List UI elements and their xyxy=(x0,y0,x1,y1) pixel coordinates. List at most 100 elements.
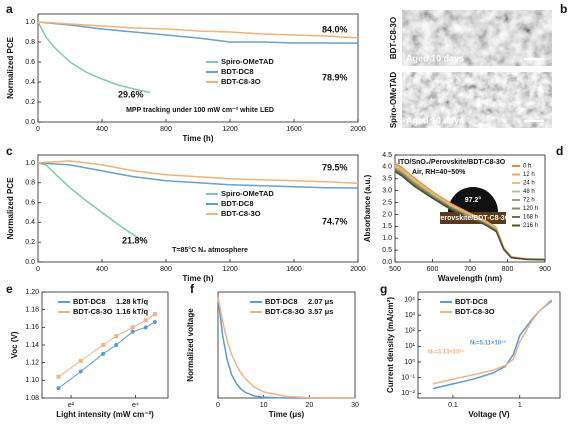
y-tick-label: 1.20 xyxy=(25,289,39,296)
sem-caption: Aged 10 days xyxy=(406,53,464,63)
x-axis-label: Light intensity (mW cm⁻²) xyxy=(56,410,154,419)
sem-sample: BDT-C8-3O xyxy=(389,17,398,59)
x-tick-label: 1600 xyxy=(286,126,302,133)
fit-line xyxy=(58,321,156,389)
x-tick-label: e⁴ xyxy=(132,402,139,409)
y-tick-label: 4.0 xyxy=(382,164,392,171)
y-tick-label: 3.0 xyxy=(382,188,392,195)
y-tick-label: 4.5 xyxy=(382,152,392,159)
y-tick-label: 10⁴ xyxy=(404,296,415,303)
series-line xyxy=(37,21,151,94)
legend-label: BDT-DC8 xyxy=(265,297,298,306)
y-tick-label: 0.0 xyxy=(382,259,392,266)
y-tick-label: 0.8 xyxy=(25,180,35,187)
y-tick-label: 1.0 xyxy=(25,160,35,167)
y-tick-label: 0.5 xyxy=(382,247,392,254)
annotation: Nₜ=5.11×10¹⁴ xyxy=(470,340,506,347)
series-line xyxy=(394,170,546,261)
legend-label: BDT-C8-3O xyxy=(455,307,495,316)
y-tick-label: 0.0 xyxy=(25,119,35,126)
y-tick-label: 0.4 xyxy=(25,219,35,226)
y-tick-label: 1.5 xyxy=(382,223,392,230)
series-line xyxy=(37,21,359,44)
legend-label: BDT-C8-3O xyxy=(221,77,261,86)
y-tick-label: 0.4 xyxy=(25,79,35,86)
point xyxy=(114,343,119,347)
legend-label: BDT-C8-3O xyxy=(73,307,113,316)
x-tick-label: 20 xyxy=(305,402,313,409)
x-tick-label: 700 xyxy=(464,266,476,273)
y-axis-label: Absorbance (a.u.) xyxy=(363,174,372,242)
annotation: 79.5% xyxy=(322,162,348,172)
x-tick-label: 500 xyxy=(389,266,401,273)
legend-label: BDT-DC8 xyxy=(221,67,254,76)
series-line xyxy=(37,160,359,184)
legend-label: 0 h xyxy=(523,164,531,170)
y-tick-label: 0.2 xyxy=(25,239,35,246)
y-axis-label: Normalized voltage xyxy=(186,308,195,382)
point xyxy=(143,318,148,323)
point xyxy=(56,386,61,391)
panel-label: g xyxy=(380,282,387,296)
sem-image xyxy=(402,10,552,66)
x-axis-label: Wavelength (nm) xyxy=(438,274,502,283)
y-axis-label: Current density (mA/cm²) xyxy=(386,297,395,393)
series-line xyxy=(37,21,359,39)
panel-label: f xyxy=(190,282,195,296)
x-axis-label: Time (h) xyxy=(183,134,214,143)
series-line xyxy=(37,162,359,189)
y-tick-label: 0.8 xyxy=(25,39,35,46)
series-line xyxy=(37,162,143,242)
y-tick-label: 1.0 xyxy=(25,19,35,26)
annotation: Perovskite/BDT-C8-3O xyxy=(436,215,511,222)
x-tick-label: 1 xyxy=(518,402,522,409)
y-tick-label: 1.0 xyxy=(382,235,392,242)
y-tick-label: 0.6 xyxy=(25,59,35,66)
point xyxy=(143,325,148,330)
legend-label: 120 h xyxy=(523,206,538,212)
point xyxy=(152,312,157,317)
x-tick-label: 1600 xyxy=(286,266,302,273)
point xyxy=(101,343,106,347)
y-tick-label: 1.16 xyxy=(25,324,39,331)
x-tick-label: 30 xyxy=(351,402,359,409)
y-tick-label: 10⁻² xyxy=(401,390,415,397)
y-tick-label: 3.5 xyxy=(382,176,392,183)
x-tick-label: 0 xyxy=(216,402,220,409)
plot-frame xyxy=(417,291,561,399)
x-axis-label: Time (μs) xyxy=(269,410,305,419)
x-tick-label: 800 xyxy=(160,266,172,273)
legend-note: 2.07 μs xyxy=(308,297,333,306)
sem-image xyxy=(402,72,552,128)
point xyxy=(114,334,119,339)
legend-label: 48 h xyxy=(523,189,535,195)
x-tick-label: e² xyxy=(68,402,75,409)
x-tick-label: 0 xyxy=(36,126,40,133)
point xyxy=(130,325,135,330)
annotation: 29.6% xyxy=(118,89,144,99)
y-tick-label: 10² xyxy=(405,328,416,335)
legend-note: 1.16 kT/q xyxy=(116,307,149,316)
annotation: 21.8% xyxy=(122,235,148,245)
y-tick-label: 1.08 xyxy=(25,395,39,402)
legend-note: 3.57 μs xyxy=(308,307,333,316)
x-axis-label: Time (h) xyxy=(183,274,214,283)
point xyxy=(78,358,83,363)
annotation: 97.2° xyxy=(465,196,482,204)
inset-droplet xyxy=(448,187,498,212)
panel-label: e xyxy=(6,282,13,296)
y-tick-label: 0.6 xyxy=(25,199,35,206)
x-axis-label: Voltage (V) xyxy=(468,410,510,419)
panel-label: c xyxy=(6,144,13,158)
x-tick-label: 0.1 xyxy=(448,402,458,409)
x-tick-label: 2000 xyxy=(350,266,366,273)
y-tick-label: 10⁻¹ xyxy=(401,374,415,381)
x-tick-label: 2000 xyxy=(350,126,366,133)
x-tick-label: 800 xyxy=(160,126,172,133)
y-tick-label: 1.10 xyxy=(25,377,39,384)
plot-frame xyxy=(37,154,359,263)
plot-frame xyxy=(37,13,359,123)
x-tick-label: 1200 xyxy=(222,126,238,133)
panel-label: d xyxy=(556,144,563,158)
